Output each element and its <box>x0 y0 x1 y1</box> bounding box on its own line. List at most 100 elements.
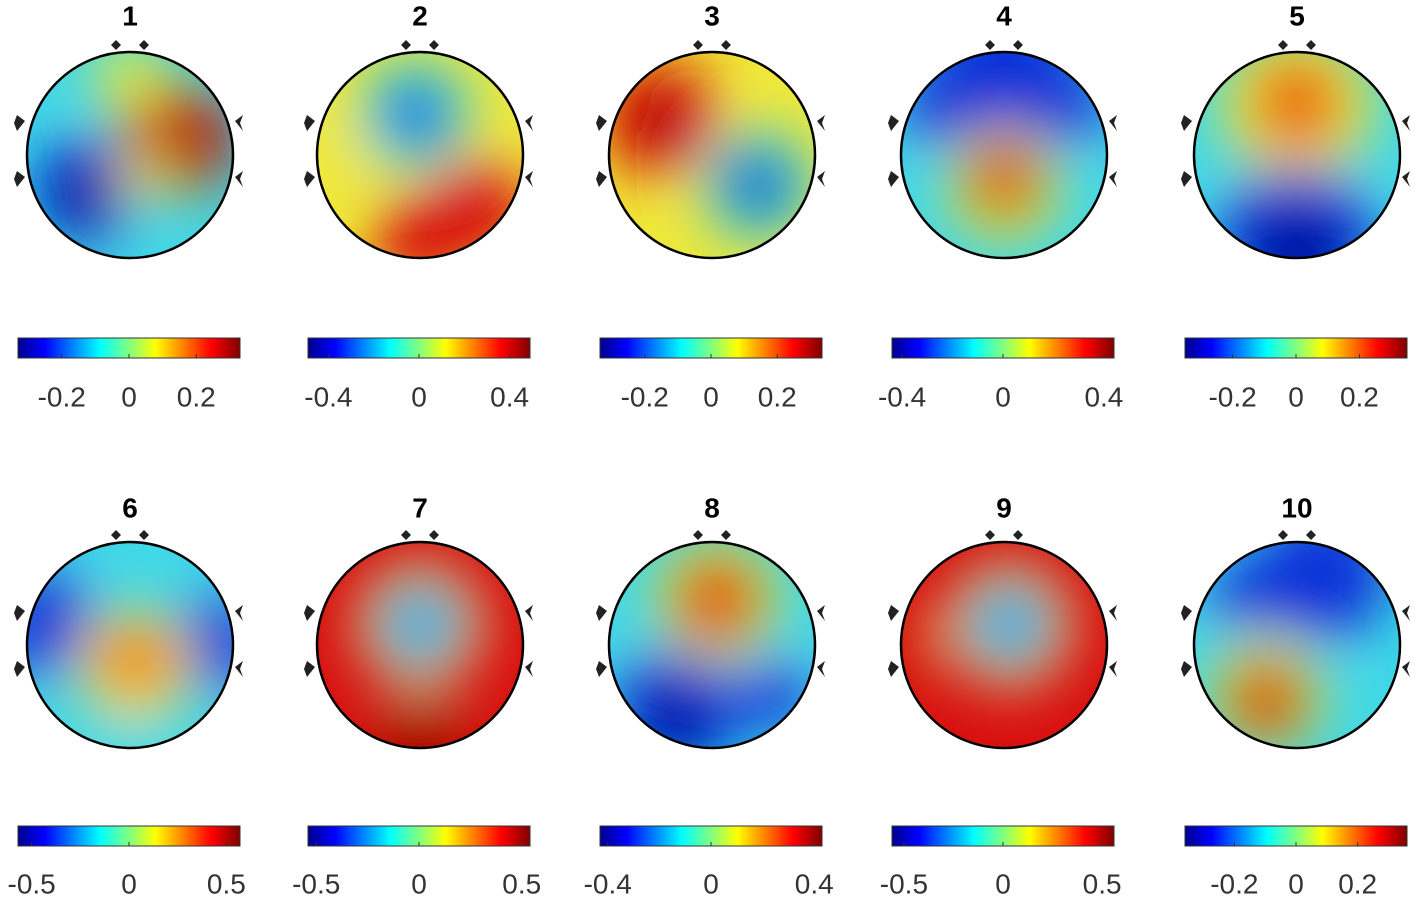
map-blob <box>27 572 94 676</box>
colorbar-tick-label: -0.4 <box>304 381 352 412</box>
ear-marker <box>817 661 825 677</box>
scalp-map <box>317 52 523 258</box>
panel: 6 -0.5 0 0.5 <box>8 492 246 899</box>
colorbar-tick-label: -0.2 <box>1208 381 1256 412</box>
nose-marker <box>139 530 149 540</box>
scalp-map <box>609 52 815 258</box>
colorbar-tick-label: 0 <box>121 381 137 412</box>
map-blob <box>378 696 462 748</box>
nose-marker <box>1013 530 1023 540</box>
ear-marker <box>14 661 25 677</box>
panel-title: 2 <box>412 0 428 31</box>
panel: 10 -0.2 0 0.2 <box>1181 492 1410 899</box>
scalp-map <box>901 542 1107 748</box>
colorbar-tick-label: 0.2 <box>177 381 216 412</box>
colorbar-tick-label: 0 <box>1288 381 1304 412</box>
map-blob <box>983 598 1035 651</box>
map-field <box>317 57 523 258</box>
ear-marker <box>14 171 25 187</box>
nose-marker <box>1278 530 1288 540</box>
ear-marker <box>1181 661 1192 677</box>
colorbar-tick-label: -0.5 <box>880 868 928 899</box>
map-blob <box>317 124 369 186</box>
panel-title: 4 <box>996 0 1012 31</box>
panel-title: 10 <box>1281 492 1312 523</box>
scalp-map <box>27 542 233 748</box>
colorbar-tick-label: -0.5 <box>8 868 56 899</box>
nose-marker <box>721 530 731 540</box>
map-field <box>32 52 233 243</box>
map-field <box>901 562 1071 687</box>
ear-marker <box>14 605 25 621</box>
ear-marker <box>596 171 607 187</box>
panel-title: 9 <box>996 492 1012 523</box>
ear-marker <box>525 605 533 621</box>
map-blob <box>675 557 759 640</box>
head-outline <box>607 540 817 750</box>
nose-marker <box>985 530 995 540</box>
ear-marker <box>304 171 315 187</box>
map-blob <box>383 82 446 145</box>
ear-marker <box>1181 605 1192 621</box>
head-outline <box>25 540 235 750</box>
map-blob <box>1255 211 1339 258</box>
colorbar-tick-label: 0.4 <box>1084 381 1123 412</box>
head-outline <box>899 50 1109 260</box>
colorbar-tick-label: 0 <box>411 868 427 899</box>
colorbar-tick-label: -0.5 <box>292 868 340 899</box>
nose-marker <box>111 40 121 50</box>
colorbar-tick-label: 0.2 <box>1338 868 1377 899</box>
map-blob <box>373 196 467 258</box>
panel-title: 8 <box>704 492 720 523</box>
ear-marker <box>888 115 899 131</box>
panel: 3 -0.2 0 0.2 <box>596 0 825 412</box>
scalp-map <box>901 52 1107 258</box>
map-blob <box>116 641 154 679</box>
colorbar-tick-label: 0.2 <box>1340 381 1379 412</box>
ear-marker <box>888 605 899 621</box>
colorbar-tick-label: 0.5 <box>207 868 246 899</box>
map-blob <box>119 149 172 202</box>
ear-marker <box>525 661 533 677</box>
ear-marker <box>304 661 315 677</box>
panel: 8 -0.4 0 0.4 <box>584 492 834 899</box>
ear-marker <box>817 605 825 621</box>
nose-marker <box>693 530 703 540</box>
nose-marker <box>429 40 439 50</box>
panel-title: 6 <box>122 492 138 523</box>
ear-marker <box>1181 171 1192 187</box>
colorbar-tick-label: 0.2 <box>758 381 797 412</box>
ear-marker <box>304 115 315 131</box>
ear-marker <box>1109 661 1117 677</box>
colorbar-tick-label: 0.4 <box>490 381 529 412</box>
head-outline <box>1192 50 1402 260</box>
nose-marker <box>401 40 411 50</box>
nose-marker <box>139 40 149 50</box>
colorbar-tick-label: 0.4 <box>795 868 834 899</box>
panel: 1 -0.2 0 0.2 <box>14 0 243 412</box>
head-outline <box>607 50 817 260</box>
colorbar-tick-label: -0.2 <box>38 381 86 412</box>
map-blob <box>739 172 777 210</box>
ear-marker <box>235 661 243 677</box>
panel-title: 1 <box>122 0 138 31</box>
colorbar-tick-label: 0 <box>703 868 719 899</box>
ear-marker <box>525 171 533 187</box>
nose-marker <box>1013 40 1023 50</box>
nose-marker <box>985 40 995 50</box>
ear-marker <box>1402 661 1410 677</box>
map-field <box>1209 542 1390 748</box>
ear-marker <box>596 115 607 131</box>
colorbar-tick-label: 0 <box>1288 868 1304 899</box>
ear-marker <box>235 115 243 131</box>
map-blob <box>629 93 682 145</box>
colorbar-tick-label: 0 <box>995 868 1011 899</box>
colorbar-tick-label: 0.5 <box>502 868 541 899</box>
ear-marker <box>1109 115 1117 131</box>
nose-marker <box>111 530 121 540</box>
map-blob <box>901 614 943 676</box>
map-blob <box>645 691 707 748</box>
map-blob <box>93 52 167 114</box>
map-field <box>358 562 482 748</box>
panel-title: 7 <box>412 492 428 523</box>
